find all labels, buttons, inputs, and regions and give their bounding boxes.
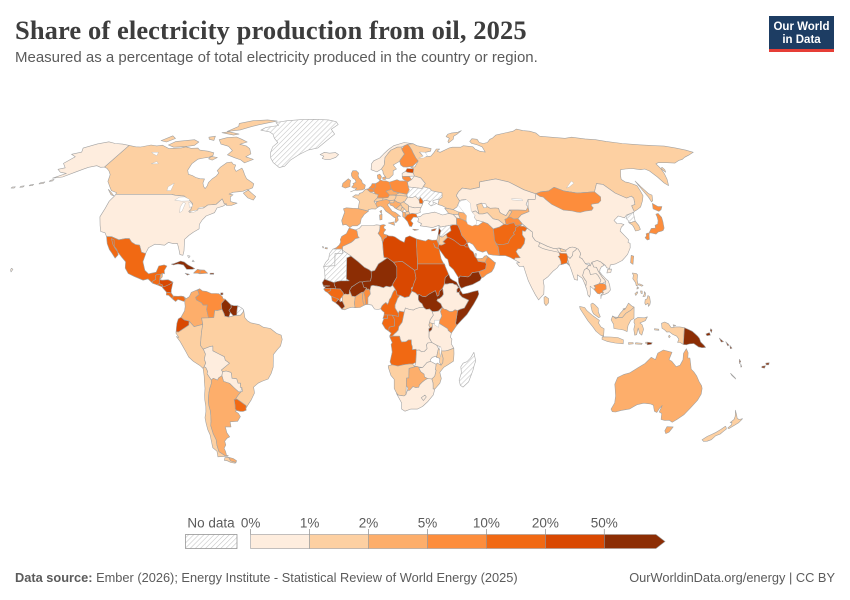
svg-text:50%: 50% (591, 516, 618, 531)
svg-text:0%: 0% (241, 516, 261, 531)
svg-text:1%: 1% (300, 516, 320, 531)
svg-text:10%: 10% (473, 516, 500, 531)
svg-text:20%: 20% (532, 516, 559, 531)
svg-text:2%: 2% (359, 516, 379, 531)
svg-text:No data: No data (187, 516, 235, 531)
svg-text:5%: 5% (418, 516, 438, 531)
